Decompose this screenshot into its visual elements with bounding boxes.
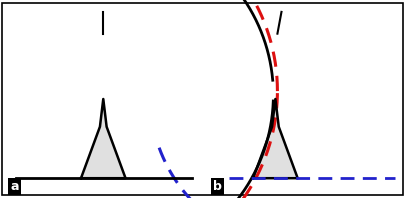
Text: b: b <box>213 180 222 193</box>
Polygon shape <box>253 99 298 178</box>
Text: a: a <box>10 180 19 193</box>
Polygon shape <box>81 99 126 178</box>
